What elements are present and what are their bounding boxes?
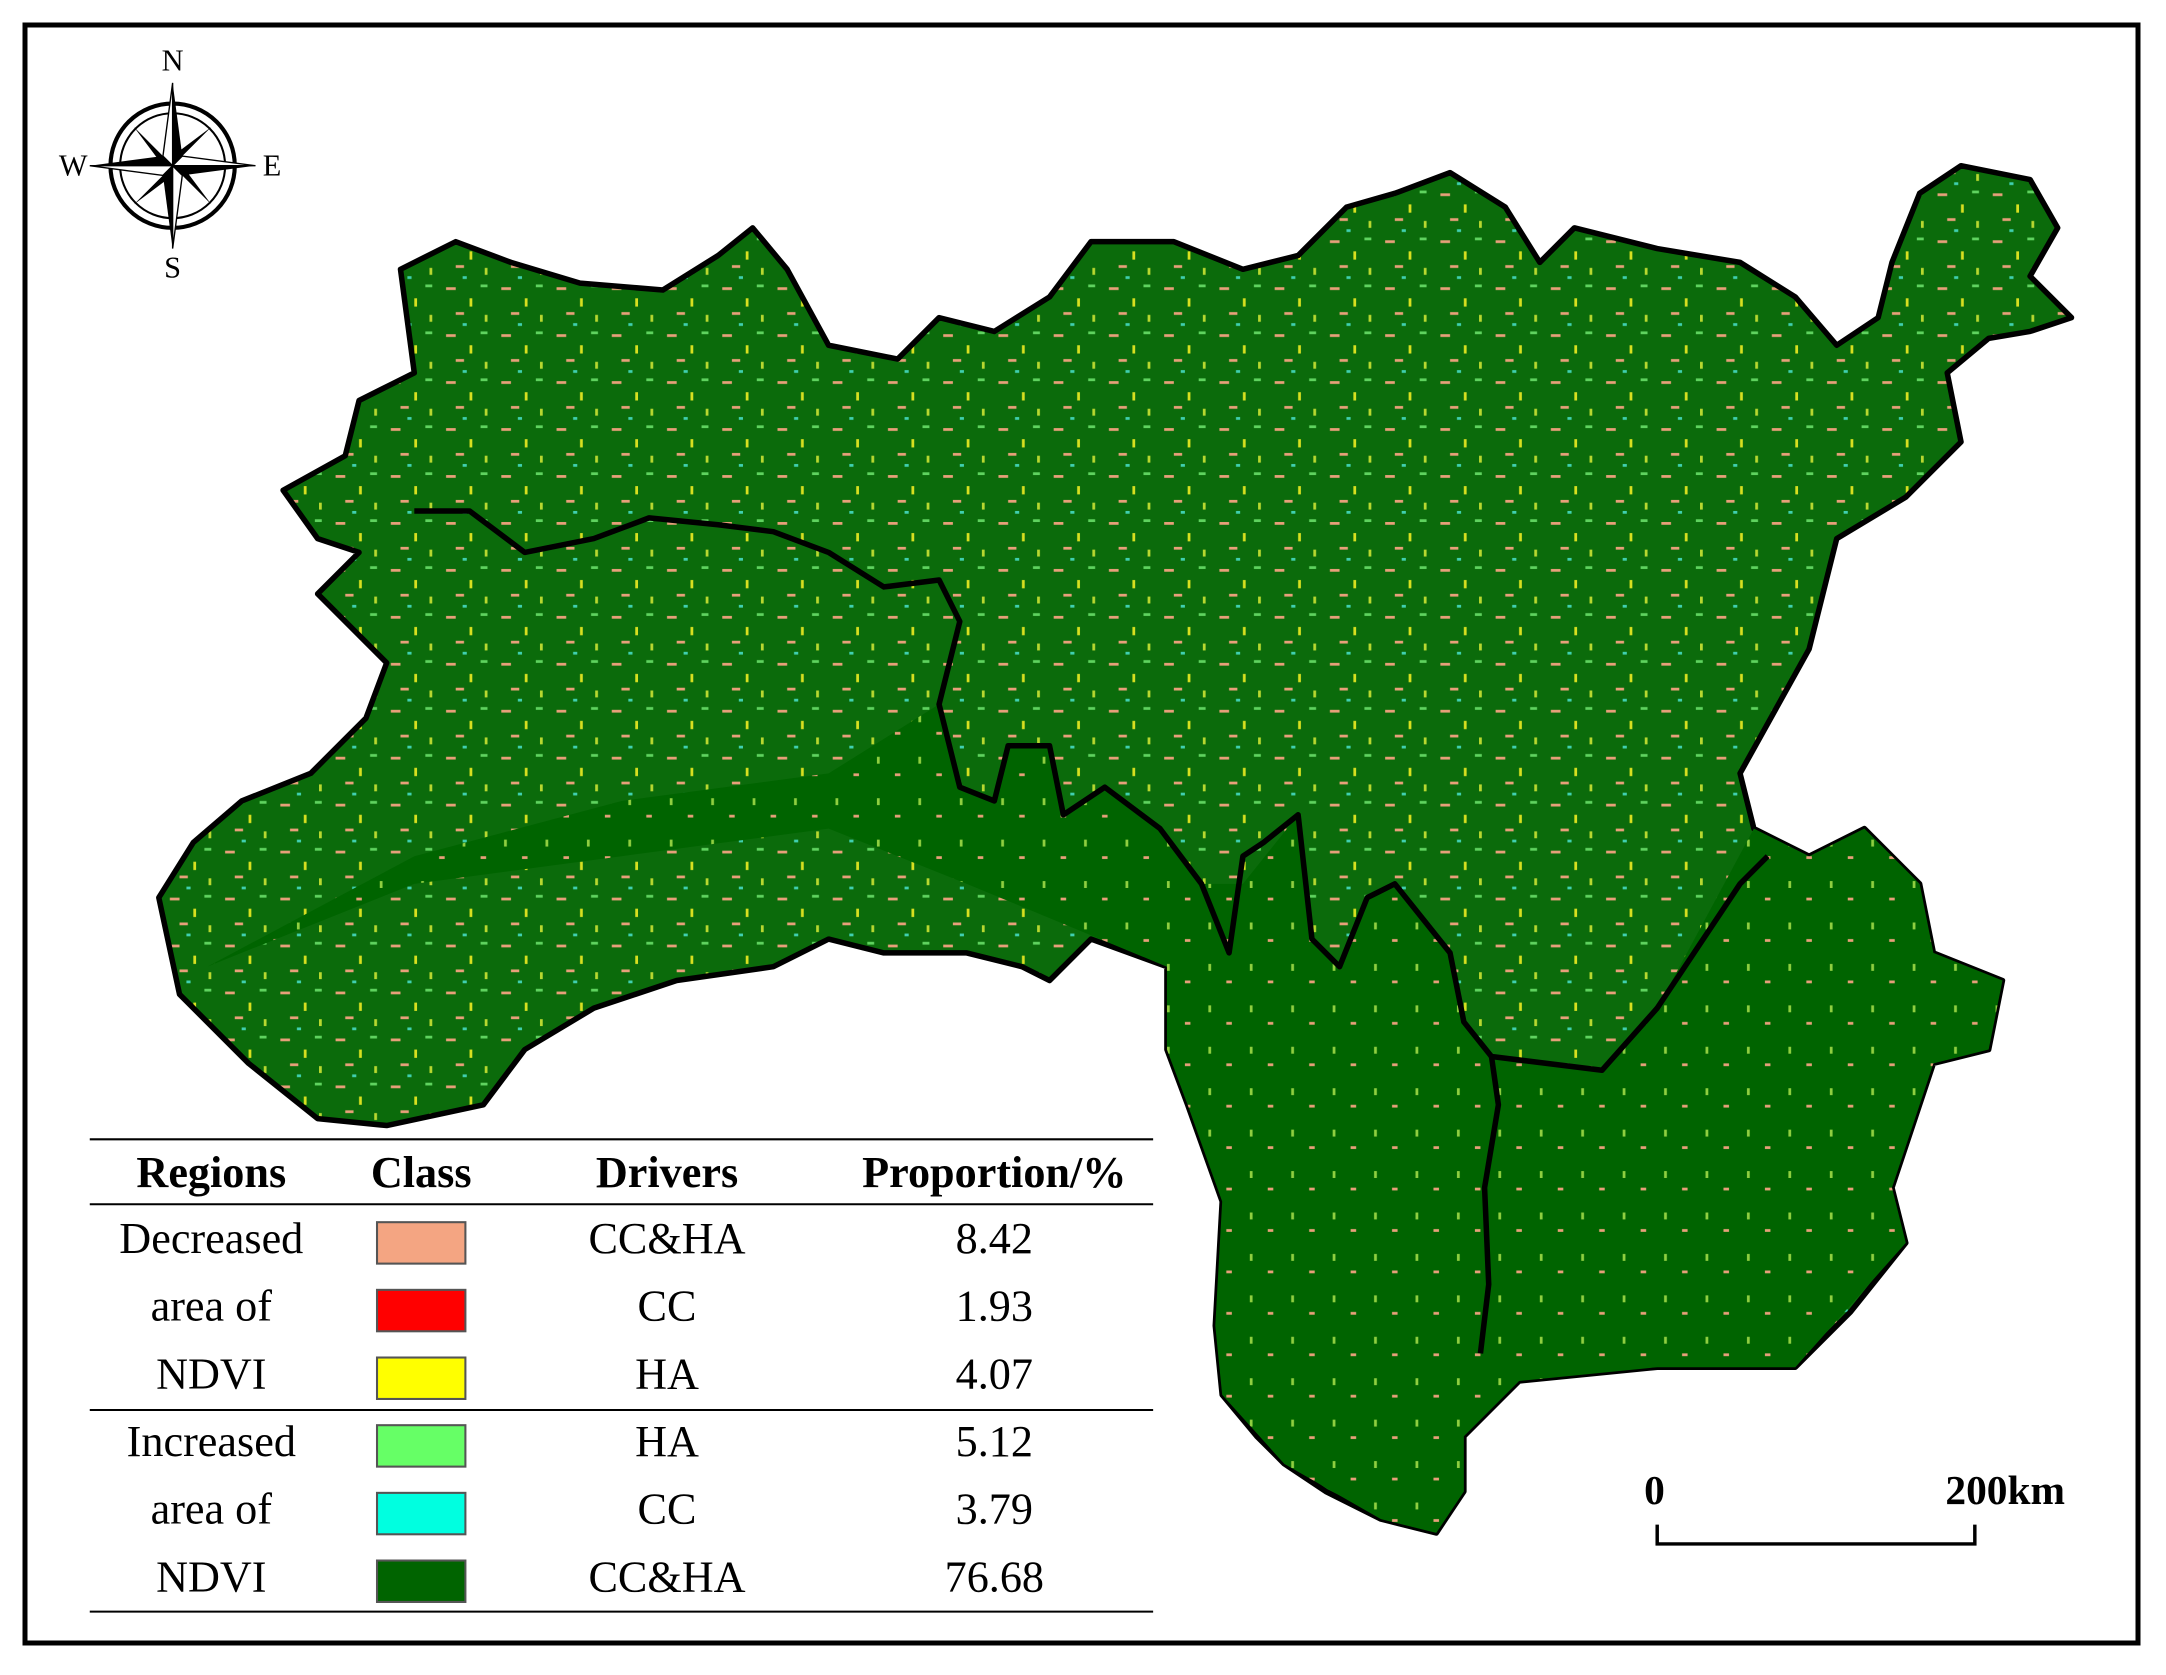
scale-bar: 0 200km: [1644, 1467, 2065, 1546]
proportion: 8.42: [956, 1214, 1033, 1263]
driver: HA: [635, 1417, 699, 1466]
driver: CC: [638, 1485, 697, 1534]
table-header: Proportion/%: [862, 1148, 1126, 1197]
scale-end: 200km: [1945, 1467, 2065, 1513]
driver: CC&HA: [588, 1552, 745, 1601]
proportion: 5.12: [956, 1417, 1033, 1466]
region-label: area of: [151, 1485, 273, 1534]
table-header: Regions: [136, 1148, 286, 1197]
scale-start: 0: [1644, 1467, 1665, 1513]
driver: CC: [638, 1282, 697, 1331]
class-swatch: [375, 1288, 467, 1333]
compass-north: N: [162, 43, 184, 77]
driver: HA: [635, 1349, 699, 1398]
class-swatch: [375, 1221, 467, 1265]
class-swatch: [375, 1559, 467, 1603]
map-area: N E S W 0 200km Regions Class Drivers Propo…: [59, 43, 2075, 1613]
driver: CC&HA: [588, 1214, 745, 1263]
proportion: 1.93: [956, 1282, 1033, 1331]
proportion: 4.07: [956, 1349, 1033, 1398]
region-label: NDVI: [156, 1552, 266, 1601]
southern-region: [207, 704, 2003, 1533]
region-label: Increased: [127, 1417, 296, 1466]
compass-east: E: [263, 148, 282, 182]
class-swatch: [375, 1424, 467, 1468]
class-swatch: [375, 1356, 467, 1400]
class-swatch: [375, 1491, 467, 1536]
compass-rose: N E S W: [59, 43, 281, 284]
table-header: Class: [371, 1148, 472, 1197]
proportion: 76.68: [945, 1552, 1044, 1601]
legend-table: Regions Class Drivers Proportion/% Decreased…: [89, 1138, 1154, 1613]
table-header: Drivers: [596, 1148, 738, 1197]
region-boundary: [414, 508, 1770, 1074]
region-label: NDVI: [156, 1349, 266, 1398]
region-boundary: [1477, 1056, 1502, 1354]
region-label: Decreased: [119, 1214, 303, 1263]
proportion: 3.79: [956, 1485, 1033, 1534]
compass-west: W: [59, 148, 88, 182]
region-label: area of: [151, 1282, 273, 1331]
compass-south: S: [164, 251, 181, 285]
